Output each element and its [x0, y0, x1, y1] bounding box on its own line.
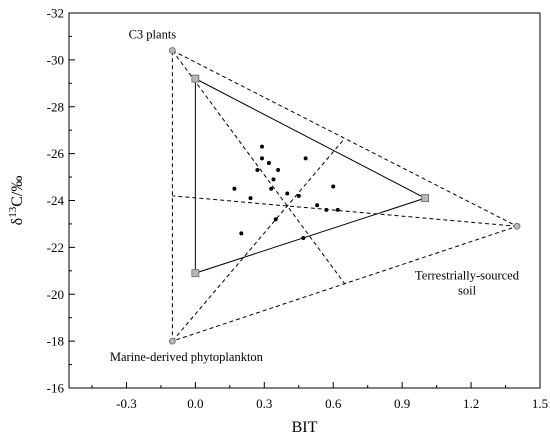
y-axis-title-superscript: 13 [7, 206, 19, 218]
sample-point [271, 177, 276, 182]
outer-median-line [172, 195, 518, 227]
inner-vertex-marker [421, 194, 430, 203]
mixing-lines-layer [171, 49, 519, 342]
sample-point [285, 191, 290, 196]
y-tick-label: -32 [47, 6, 64, 21]
terrestrial-soil-label-line1: Terrestrially-sourced [415, 268, 520, 282]
y-tick-label: -26 [47, 146, 65, 161]
x-tick-label: 0.0 [187, 396, 203, 411]
sample-point [269, 186, 274, 191]
y-tick-label: -30 [47, 52, 64, 67]
outer-median-line [171, 50, 346, 285]
sample-point [296, 193, 301, 198]
sample-point [335, 207, 340, 212]
y-tick-label: -28 [47, 99, 64, 114]
sample-point [239, 231, 244, 236]
y-axis-title-delta: δ [9, 218, 26, 226]
terrestrial-soil-label-line2: soil [458, 283, 477, 297]
sample-point [315, 203, 320, 208]
inner-vertex-marker [191, 74, 200, 83]
x-tick-label: 0.3 [256, 396, 272, 411]
outer-vertex-marker [168, 47, 176, 54]
outer-vertex-marker [513, 222, 521, 230]
y-tick-label: -20 [47, 287, 64, 302]
sample-point [259, 144, 264, 149]
ticks-layer: -0.3 0.0 0.3 0.6 0.9 1.2 1.5 -16 -18 -20 -22 -24 -26… [47, 6, 548, 412]
sample-points-layer [232, 144, 340, 240]
x-tick-label: -0.3 [116, 396, 137, 411]
inner-triangle [194, 77, 427, 274]
marine-phytoplankton-label: Marine-derived phytoplankton [110, 350, 264, 364]
outer-triangle [171, 49, 519, 342]
c3-plants-label: C3 plants [129, 28, 177, 42]
axes-layer [68, 12, 541, 389]
sample-point [301, 236, 306, 240]
sample-point [232, 186, 237, 191]
sample-point [266, 161, 271, 165]
y-tick-label: -18 [47, 334, 64, 349]
x-tick-label: 1.2 [463, 396, 479, 411]
y-tick-label: -24 [47, 193, 65, 208]
y-axis-title-rest: C/‰ [9, 176, 26, 207]
outer-median-line [172, 138, 346, 342]
sample-point [303, 156, 308, 161]
sample-point [255, 168, 260, 173]
sample-point [259, 156, 264, 161]
sample-point [273, 217, 278, 222]
sample-point [248, 196, 253, 201]
x-tick-label: 0.6 [325, 396, 342, 411]
end-member-vertices-layer [168, 47, 521, 345]
sample-point [276, 168, 281, 173]
labels-layer: BIT δ13C/‰ C3 plants Terrestrially-sourc… [7, 28, 520, 437]
y-axis-title: δ13C/‰ [7, 176, 26, 226]
sample-point [324, 207, 329, 212]
inner-vertex-marker [191, 269, 200, 278]
x-tick-label: 0.9 [394, 396, 410, 411]
y-tick-label: -22 [47, 240, 64, 255]
plot-frame [68, 12, 541, 389]
y-tick-label: -16 [47, 381, 65, 396]
x-tick-label: 1.5 [532, 396, 548, 411]
x-axis-title: BIT [292, 419, 318, 436]
outer-vertex-marker [168, 337, 176, 345]
sample-point [331, 184, 336, 189]
